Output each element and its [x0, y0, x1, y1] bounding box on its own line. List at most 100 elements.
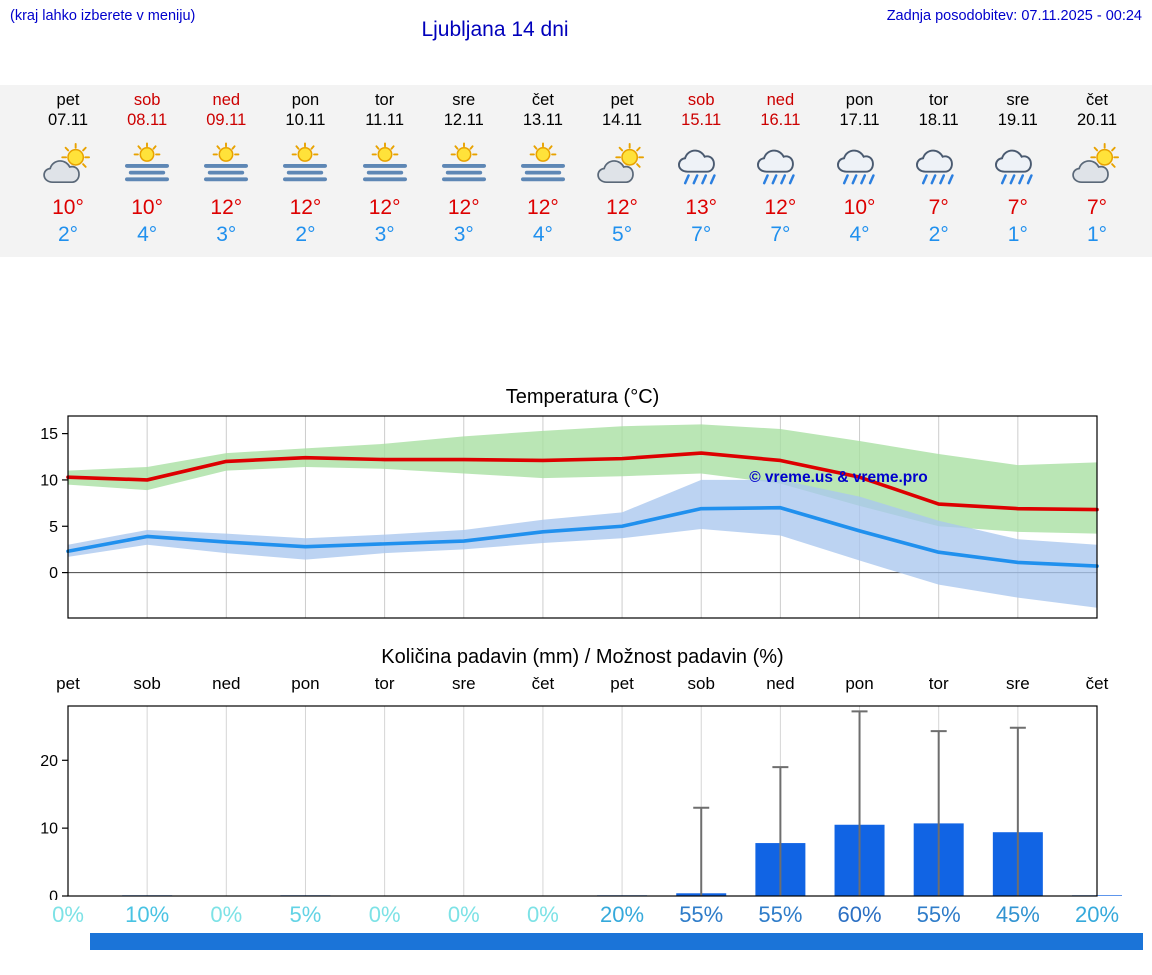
precip-day-label: tor [928, 674, 949, 693]
max-temperature-line [66, 451, 1099, 512]
day-date: 07.11 [47, 111, 89, 129]
forecast-day-13: sre 19.11 7° 1° [977, 85, 1059, 247]
min-temperature-line [66, 505, 1099, 568]
precip-day-label: ned [212, 674, 241, 693]
day-date: 19.11 [997, 111, 1038, 129]
precip-chart-title: Količina padavin (mm) / Možnost padavin … [381, 646, 784, 668]
day-date: 11.11 [365, 111, 405, 129]
temp-ytick-label: 5 [49, 519, 58, 536]
day-date: 17.11 [839, 111, 880, 129]
precip-probability: 0% [210, 902, 243, 927]
sun-fog-icon [264, 141, 346, 187]
day-high-temp: 12° [210, 196, 243, 219]
day-high-temp: 12° [447, 196, 480, 219]
sun-fog-icon [185, 141, 267, 187]
day-high-temp: 12° [289, 196, 322, 219]
day-date: 09.11 [206, 111, 247, 129]
day-low-temp: 7° [691, 223, 712, 246]
day-low-temp: 4° [532, 223, 553, 246]
day-low-temp: 4° [137, 223, 158, 246]
day-low-temp: 5° [612, 223, 633, 246]
precip-probability-row: 0% 10% 0% 5% 0% 0% 0% 20% 55% 55% 60% 55% 45% 20% [0, 902, 1152, 928]
day-date: 20.11 [1076, 111, 1118, 129]
forecast-day-1: pet 07.11 10° 2° [27, 85, 109, 247]
precip-probability: 0% [447, 902, 480, 927]
day-high-temp: 10° [52, 196, 84, 219]
precip-day-label: sre [1006, 674, 1030, 693]
day-high-temp: 12° [606, 196, 638, 219]
precip-probability: 60% [837, 902, 882, 927]
precip-day-label: pon [845, 674, 874, 693]
forecast-day-10: ned 16.11 12° 7° [739, 85, 821, 247]
day-name: tor [929, 91, 949, 109]
day-low-temp: 2° [57, 223, 79, 246]
day-name: ned [212, 91, 241, 109]
precip-probability: 0% [52, 902, 84, 927]
day-name: sob [133, 91, 161, 109]
max-range-band [68, 424, 1097, 534]
watermark: © vreme.us & vreme.pro [749, 469, 928, 486]
day-date: 13.11 [522, 111, 563, 129]
sun-fog-icon [344, 141, 426, 187]
precip-day-label: sob [133, 674, 161, 693]
day-name: pon [291, 91, 320, 109]
forecast-day-2: sob 08.11 10° 4° [106, 85, 188, 247]
sun-fog-icon [502, 141, 584, 187]
day-date: 12.11 [443, 111, 484, 129]
precip-ytick-label: 10 [40, 821, 58, 838]
sun-fog-icon [106, 141, 188, 187]
partly-cloudy-icon [581, 141, 663, 187]
precip-day-label: pet [56, 674, 80, 693]
forecast-day-7: čet 13.11 12° 4° [502, 85, 584, 247]
day-low-temp: 1° [1007, 223, 1028, 246]
precip-day-label: ned [766, 674, 795, 693]
day-date: 14.11 [602, 111, 643, 129]
day-high-temp: 12° [527, 196, 559, 219]
forecast-day-3: ned 09.11 12° 3° [185, 85, 267, 247]
precip-day-label: čet [1085, 674, 1109, 693]
day-name: pet [56, 91, 80, 109]
day-low-temp: 4° [849, 223, 870, 246]
day-date: 15.11 [681, 111, 722, 129]
day-name: tor [374, 91, 395, 109]
day-low-temp: 3° [216, 223, 237, 246]
forecast-strip: pet 07.11 10° 2° sob 08.11 10° 4° ned 09.11 12°… [0, 85, 1152, 257]
day-name: čet [1085, 91, 1108, 109]
day-name: sre [1006, 91, 1030, 109]
partly-cloudy-icon [1056, 141, 1138, 187]
page-title: Ljubljana 14 dni [421, 18, 569, 41]
precip-probability: 20% [1074, 902, 1120, 927]
precip-day-label: tor [374, 674, 395, 693]
day-high-temp: 7° [1086, 196, 1108, 219]
day-name: pet [610, 91, 634, 109]
precip-ytick-label: 20 [40, 753, 58, 770]
temperature-chart-title: Temperatura (°C) [505, 386, 660, 408]
precip-day-label: sre [451, 674, 476, 693]
forecast-day-12: tor 18.11 7° 2° [898, 85, 980, 247]
forecast-day-14: čet 20.11 7° 1° [1056, 85, 1138, 247]
rain-icon [739, 141, 821, 187]
day-name: pon [845, 91, 874, 109]
day-name: ned [766, 91, 795, 109]
precip-day-label: pon [291, 674, 320, 693]
precip-probability: 0% [527, 902, 559, 927]
forecast-day-11: pon 17.11 10° 4° [819, 85, 901, 247]
day-high-temp: 10° [843, 196, 876, 219]
location-note: (kraj lahko izberete v meniju) [10, 8, 196, 24]
day-date: 16.11 [760, 111, 801, 129]
forecast-day-9: sob 15.11 13° 7° [660, 85, 742, 247]
precip-day-label: pet [610, 674, 634, 693]
day-high-temp: 7° [1007, 196, 1028, 219]
min-range-band [68, 479, 1097, 608]
day-high-temp: 10° [131, 196, 164, 219]
day-low-temp: 7° [770, 223, 791, 246]
day-low-temp: 2° [928, 223, 949, 246]
precip-probability: 20% [600, 902, 645, 927]
last-updated: Zadnja posodobitev: 07.11.2025 - 00:24 [886, 8, 1142, 24]
rain-icon [898, 141, 980, 187]
sun-fog-icon [423, 141, 505, 187]
day-low-temp: 3° [453, 223, 474, 246]
day-high-temp: 13° [685, 196, 718, 219]
day-low-temp: 3° [374, 223, 395, 246]
precip-probability: 55% [916, 902, 961, 927]
